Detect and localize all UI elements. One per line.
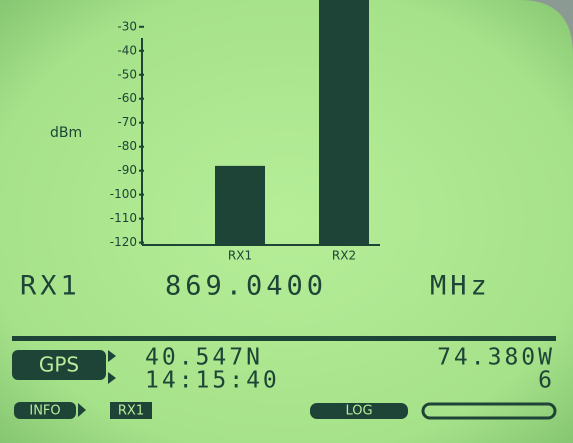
time: 14:15:40	[145, 368, 280, 394]
selected-label: RX1	[118, 404, 144, 419]
y-tick-label: -90	[117, 163, 137, 177]
log-progress	[421, 402, 557, 420]
bar	[319, 0, 369, 245]
gps-badge	[12, 350, 106, 380]
satellites: 6	[538, 368, 555, 394]
longitude: 74.380W	[437, 345, 555, 371]
info-arrow	[78, 403, 86, 417]
frequency-unit: MHz	[430, 271, 491, 302]
info-badge[interactable]	[14, 402, 76, 419]
latitude: 40.547N	[145, 345, 263, 371]
y-axis-label: dBm	[50, 125, 82, 141]
y-tick-label: -70	[117, 115, 137, 129]
y-tick-label: -30	[117, 19, 137, 33]
x-tick-label: RX2	[332, 249, 356, 263]
y-tick-label: -120	[110, 235, 137, 249]
channel: RX1	[20, 271, 81, 302]
log-label: LOG	[345, 404, 372, 419]
separator	[12, 336, 556, 341]
x-tick-label: RX1	[228, 249, 252, 263]
y-tick-label: -60	[117, 91, 137, 105]
y-tick-label: -100	[110, 187, 137, 201]
info-label: INFO	[29, 404, 60, 419]
gps-arrows	[108, 350, 116, 384]
y-tick-label: -40	[117, 43, 137, 57]
y-tick-label: -80	[117, 139, 137, 153]
selected-badge[interactable]	[110, 402, 152, 419]
bar	[215, 165, 265, 245]
log-badge[interactable]	[310, 403, 408, 419]
y-tick-label: -110	[110, 211, 137, 225]
gps-label: GPS	[39, 353, 79, 377]
y-tick-label: -50	[117, 67, 137, 81]
frequency: 869.0400	[165, 271, 327, 302]
